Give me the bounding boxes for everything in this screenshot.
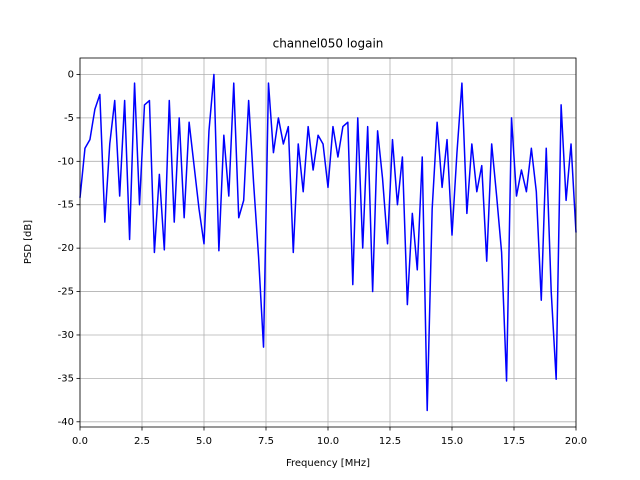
y-tick-label: -30 xyxy=(58,330,74,341)
data-line xyxy=(79,73,577,412)
x-tick-label: 17.5 xyxy=(503,436,525,447)
x-tick-label: 15.0 xyxy=(441,436,463,447)
x-tick-label: 12.5 xyxy=(379,436,401,447)
x-tick-label: 0.0 xyxy=(72,436,88,447)
x-tick-label: 10.0 xyxy=(317,436,339,447)
y-axis-label: PSD [dB] xyxy=(23,220,34,264)
x-tick-label: 2.5 xyxy=(134,436,150,447)
x-tick-label: 20.0 xyxy=(565,436,587,447)
x-tick-label: 7.5 xyxy=(258,436,274,447)
chart-title: channel050 logain xyxy=(273,37,384,51)
y-tick-label: 0 xyxy=(68,69,74,80)
y-tick-label: -25 xyxy=(58,287,74,298)
x-axis-label: Frequency [MHz] xyxy=(286,458,370,469)
y-tick-label: -40 xyxy=(58,417,74,428)
y-tick-label: -20 xyxy=(58,243,74,254)
y-tick-label: -35 xyxy=(58,373,74,384)
plot-frame xyxy=(79,57,577,428)
x-tick-label: 5.0 xyxy=(196,436,212,447)
y-tick-label: -15 xyxy=(58,200,74,211)
y-tick-label: -10 xyxy=(58,156,74,167)
y-tick-label: -5 xyxy=(64,113,74,124)
